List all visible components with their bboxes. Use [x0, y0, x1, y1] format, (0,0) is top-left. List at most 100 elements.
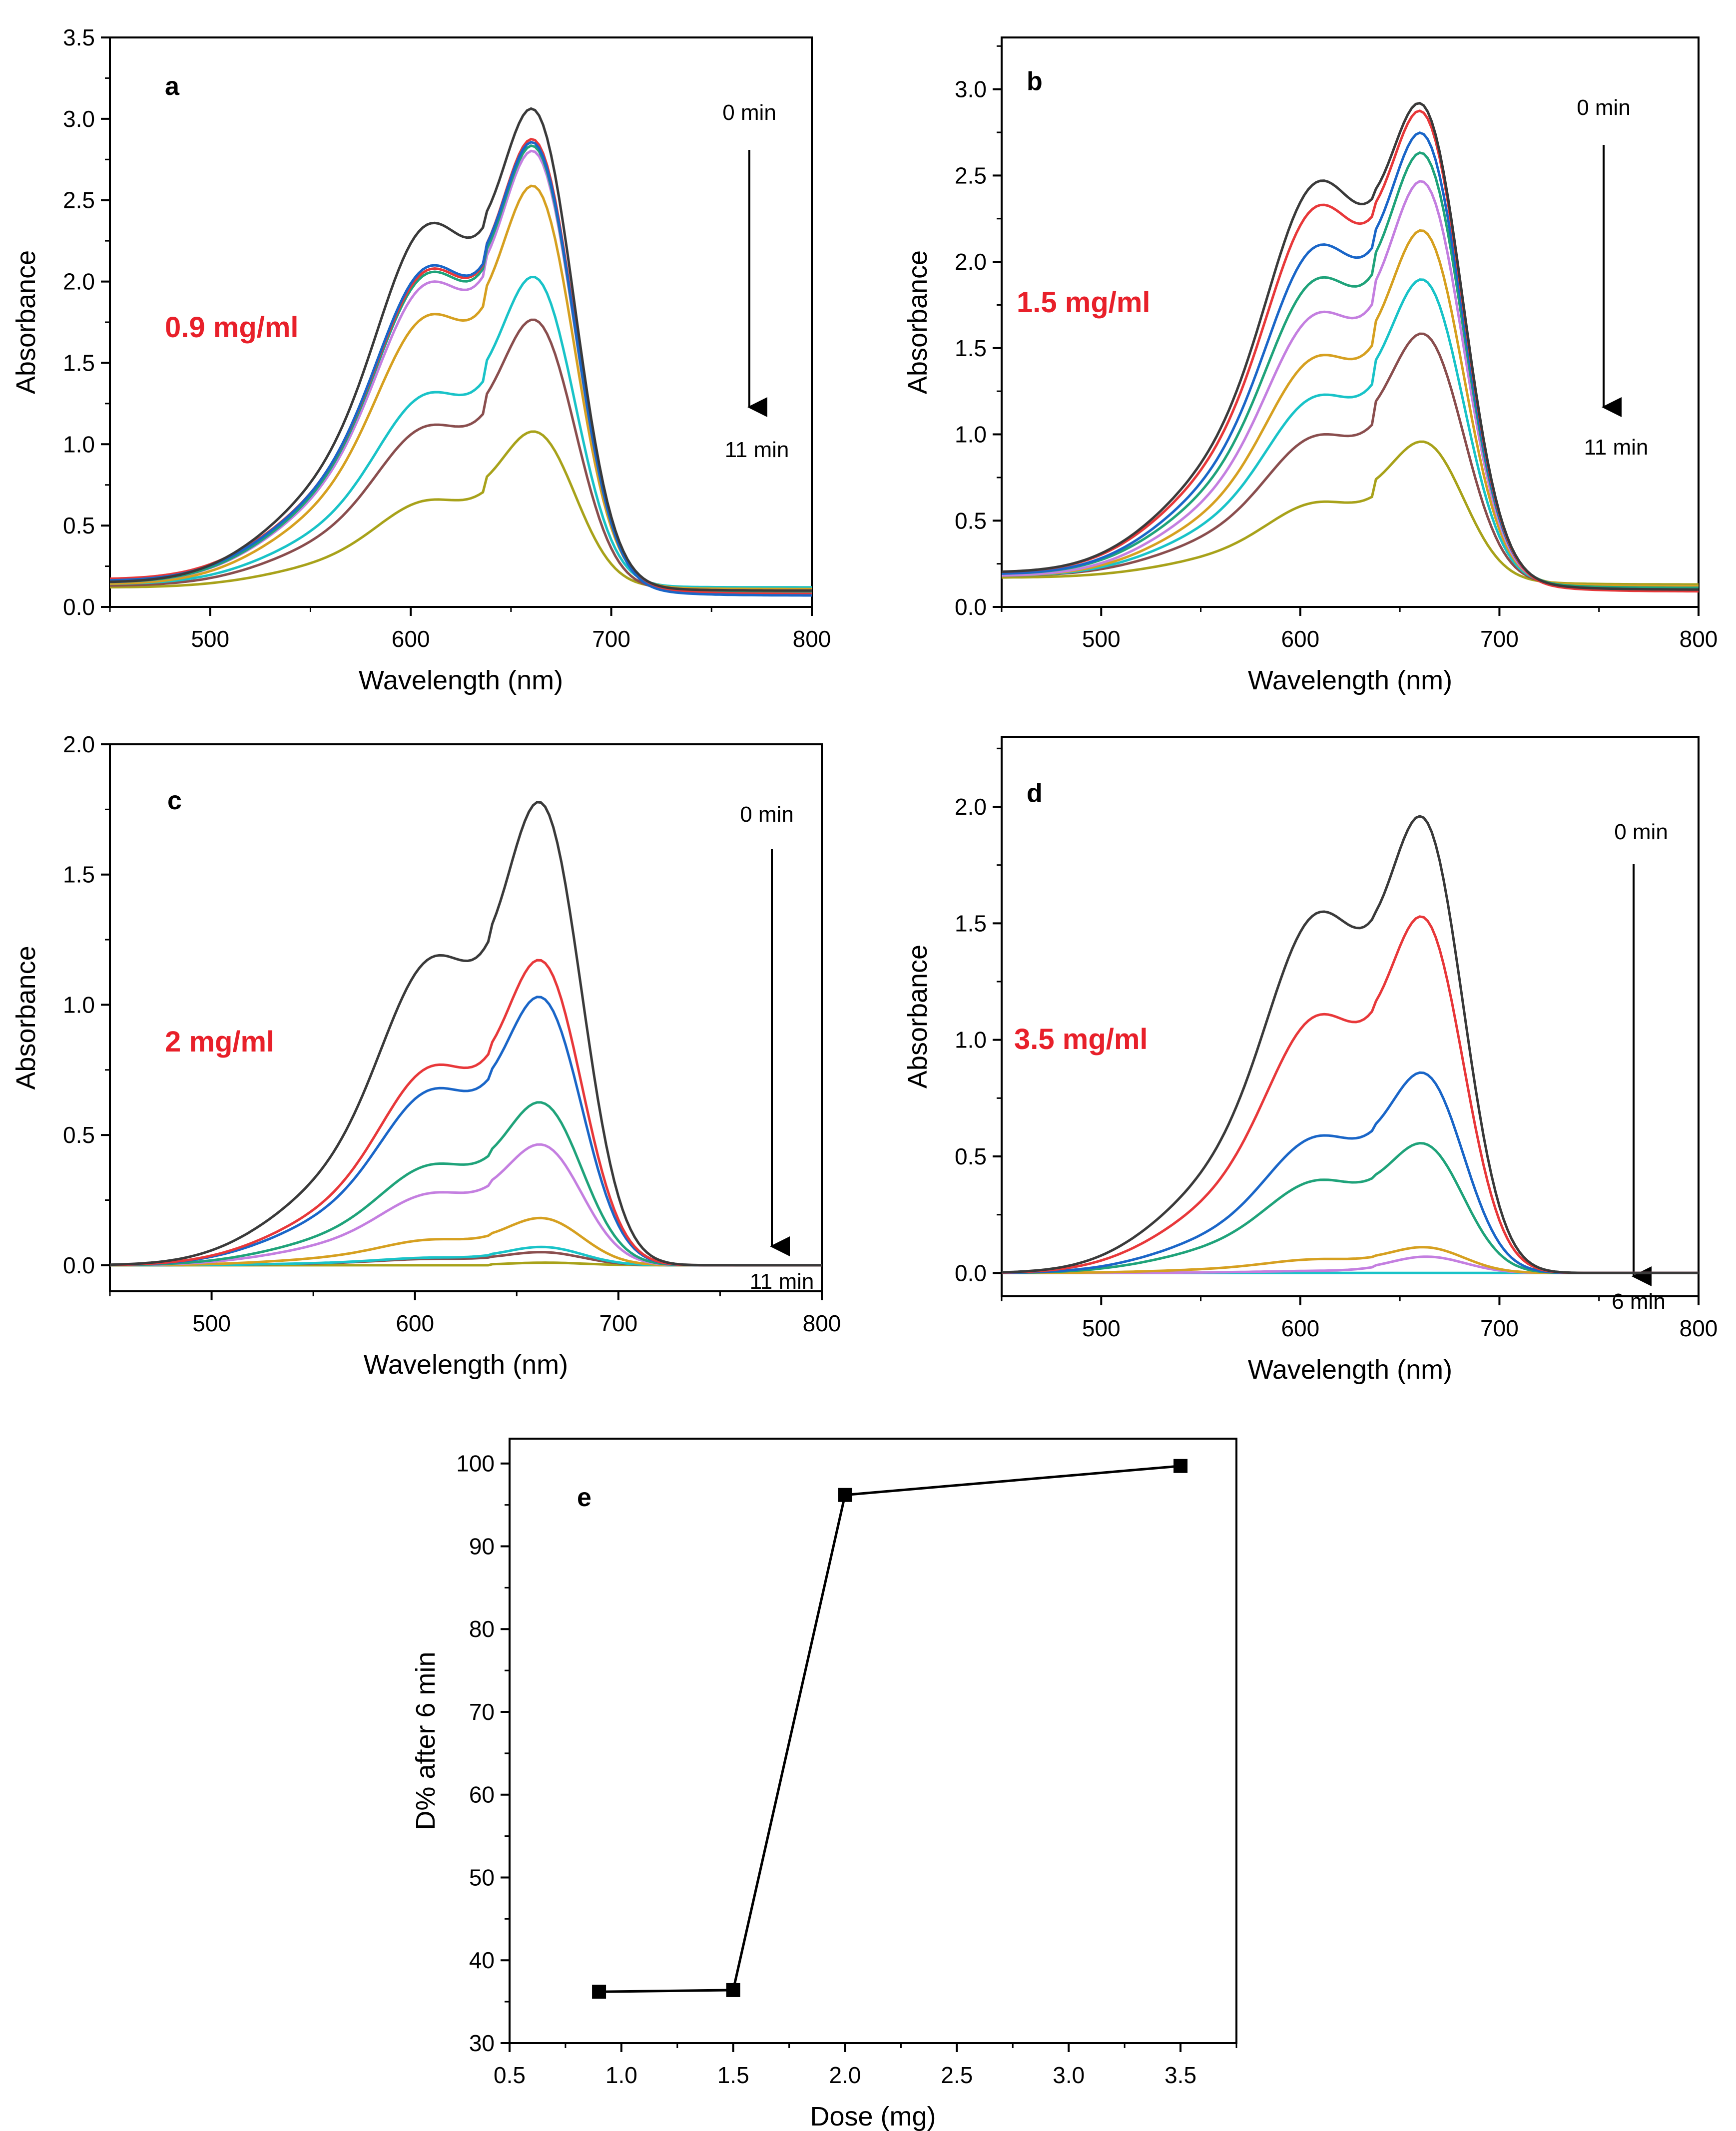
y-tick-label: 70	[469, 1699, 495, 1725]
series-line-0-min	[110, 107, 812, 592]
panel-label: e	[577, 1483, 591, 1512]
y-tick-label: 2.5	[63, 187, 95, 213]
y-tick-label: 0.0	[955, 594, 987, 620]
y-tick-label: 0.5	[63, 513, 95, 538]
y-tick-label: 80	[469, 1616, 495, 1642]
x-axis-label: Wavelength (nm)	[1248, 665, 1452, 695]
series-line-t4	[1002, 180, 1699, 589]
y-tick-label: 2.0	[955, 249, 987, 275]
arrow-end-label: 11 min	[725, 438, 789, 462]
y-tick-label: 2.0	[63, 269, 95, 295]
arrow-end-label: 11 min	[1584, 435, 1649, 460]
y-tick-label: 0.0	[955, 1260, 987, 1286]
series-group	[1002, 101, 1699, 593]
x-tick-label: 700	[1480, 1315, 1519, 1341]
series-line-t6	[1002, 278, 1699, 587]
series-line-t6	[110, 275, 812, 589]
y-axis-label: D% after 6 min	[411, 1651, 441, 1830]
panel-d: 500 600 700 800 0.0 0.5 1.0 1.5 2.0 Wavelength (n…	[903, 736, 1718, 1385]
y-axis-label: Absorbance	[903, 250, 933, 394]
series-group	[110, 801, 822, 1267]
x-axis-label: Wavelength (nm)	[1248, 1355, 1452, 1385]
panel-label: c	[167, 786, 182, 815]
series-group	[1002, 815, 1699, 1274]
arrow-start-label: 0 min	[1614, 820, 1668, 844]
x-tick-label: 0.5	[494, 2062, 526, 2088]
y-axis-label: Absorbance	[11, 946, 41, 1089]
series-line-t5	[110, 184, 812, 590]
plot-frame	[509, 1438, 1237, 2044]
data-point	[592, 1985, 606, 1999]
panel-a: 500 600 700 800 0.0 0.5 1.0 1.5 2.0 2.5 3.0 3.5 Wave…	[11, 24, 831, 695]
y-tick-label: 1.0	[63, 992, 95, 1018]
x-tick-label: 500	[191, 626, 229, 652]
series-line-t7	[1002, 332, 1699, 587]
arrow-start-label: 0 min	[1577, 95, 1631, 120]
y-axis-label: Absorbance	[11, 250, 41, 394]
data-point	[726, 1983, 740, 1997]
y-tick-label: 3.5	[63, 24, 95, 50]
plot-frame	[1001, 36, 1700, 608]
y-tick-label: 1.5	[63, 862, 95, 888]
arrow-end-label: 6 min	[1612, 1289, 1666, 1314]
y-tick-label: 0.5	[63, 1122, 95, 1148]
series-line-0-min	[1002, 815, 1699, 1274]
concentration-label: 0.9 mg/ml	[165, 311, 299, 344]
x-tick-label: 700	[1480, 626, 1519, 652]
arrow-start-label: 0 min	[740, 802, 794, 827]
series-line-t3	[110, 144, 812, 594]
series-line-t2	[1002, 1071, 1699, 1274]
panel-label: a	[165, 72, 180, 101]
panel-e: 0.5 1.0 1.5 2.0 2.5 3.0 3.5 30 40 50 60 70 80 90 100 Do…	[411, 1438, 1237, 2131]
y-tick-label: 0.5	[955, 508, 987, 533]
y-tick-label: 2.0	[63, 731, 95, 757]
x-tick-label: 800	[1680, 626, 1718, 652]
x-tick-label: 2.0	[829, 2062, 861, 2088]
x-tick-label: 1.5	[717, 2062, 749, 2088]
x-tick-label: 700	[592, 626, 630, 652]
x-axis-label: Dose (mg)	[810, 2102, 936, 2131]
y-tick-label: 0.0	[63, 594, 95, 620]
plot-frame	[109, 743, 823, 1292]
y-tick-label: 2.5	[955, 162, 987, 188]
arrow-start-label: 0 min	[722, 100, 776, 125]
series-line-11-min	[1002, 440, 1699, 586]
y-tick-label: 3.0	[63, 106, 95, 132]
y-tick-label: 60	[469, 1782, 495, 1808]
series-line-0-min	[1002, 101, 1699, 591]
panel-label: d	[1027, 779, 1043, 808]
x-axis-label: Wavelength (nm)	[364, 1350, 568, 1380]
x-tick-label: 600	[396, 1310, 434, 1336]
y-tick-label: 0.5	[955, 1143, 987, 1169]
x-tick-label: 800	[803, 1310, 841, 1336]
series-line-0-min	[110, 801, 822, 1267]
series-line-t2	[110, 137, 812, 595]
data-point	[838, 1488, 852, 1502]
x-tick-label: 3.0	[1053, 2062, 1085, 2088]
y-tick-label: 100	[456, 1451, 495, 1477]
series-line-t3	[1002, 151, 1699, 589]
series-line-t5	[1002, 229, 1699, 587]
x-tick-label: 700	[599, 1310, 637, 1336]
x-tick-label: 600	[1281, 1315, 1319, 1341]
series-line-t1	[1002, 109, 1699, 593]
y-tick-label: 1.5	[955, 910, 987, 936]
series-line-t1	[110, 140, 812, 597]
x-tick-label: 800	[793, 626, 831, 652]
y-tick-label: 0.0	[63, 1252, 95, 1278]
series-line-t3	[110, 1101, 822, 1267]
series-line-t2	[1002, 131, 1699, 591]
data-point	[1173, 1459, 1188, 1473]
plot-frame	[1001, 736, 1700, 1297]
y-tick-label: 1.0	[955, 422, 987, 448]
series-line-t1	[110, 959, 822, 1267]
y-tick-label: 30	[469, 2030, 495, 2056]
x-axis-label: Wavelength (nm)	[359, 665, 563, 695]
x-tick-label: 3.5	[1164, 2062, 1196, 2088]
y-tick-label: 40	[469, 1947, 495, 1973]
y-tick-label: 2.0	[955, 794, 987, 820]
concentration-label: 2 mg/ml	[165, 1026, 274, 1058]
series-line	[599, 1465, 1181, 1993]
concentration-label: 1.5 mg/ml	[1017, 286, 1151, 319]
